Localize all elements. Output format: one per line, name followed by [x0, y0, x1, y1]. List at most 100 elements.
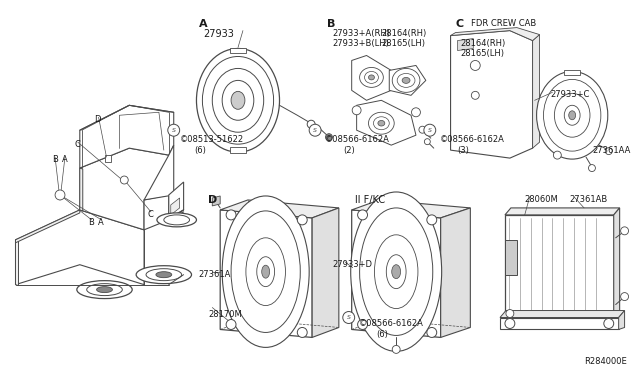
Ellipse shape	[397, 73, 415, 87]
Ellipse shape	[77, 280, 132, 299]
Text: (2): (2)	[343, 146, 355, 155]
Ellipse shape	[392, 68, 420, 92]
Circle shape	[168, 124, 180, 136]
Text: S: S	[313, 128, 317, 133]
Text: 28165(LH): 28165(LH)	[381, 39, 426, 48]
Ellipse shape	[378, 121, 385, 126]
Ellipse shape	[360, 67, 383, 87]
Ellipse shape	[554, 93, 590, 137]
Text: A: A	[198, 19, 207, 29]
Polygon shape	[356, 100, 416, 145]
Circle shape	[120, 176, 128, 184]
Circle shape	[419, 126, 426, 133]
Polygon shape	[505, 215, 614, 320]
Polygon shape	[352, 200, 470, 218]
Ellipse shape	[222, 80, 254, 120]
Ellipse shape	[212, 68, 264, 132]
Ellipse shape	[365, 71, 378, 83]
Ellipse shape	[369, 75, 374, 80]
Text: (6): (6)	[195, 146, 206, 155]
Ellipse shape	[146, 269, 182, 280]
Circle shape	[621, 227, 628, 235]
Circle shape	[392, 346, 400, 353]
Text: A: A	[97, 218, 103, 227]
Text: B: B	[327, 19, 335, 29]
Polygon shape	[564, 70, 580, 76]
Circle shape	[471, 92, 479, 99]
Text: ll F/KC: ll F/KC	[355, 195, 385, 205]
Text: 27933+C: 27933+C	[550, 90, 590, 99]
Circle shape	[470, 61, 480, 70]
Ellipse shape	[351, 192, 442, 352]
Polygon shape	[220, 210, 312, 337]
Text: C: C	[75, 140, 81, 149]
Circle shape	[427, 215, 436, 225]
Ellipse shape	[196, 48, 280, 152]
Text: S: S	[347, 315, 351, 320]
Text: D: D	[209, 195, 218, 205]
Ellipse shape	[392, 265, 401, 279]
Circle shape	[505, 318, 515, 328]
Polygon shape	[505, 240, 517, 275]
Polygon shape	[441, 208, 470, 337]
Circle shape	[326, 134, 332, 141]
Circle shape	[424, 139, 430, 145]
Ellipse shape	[202, 57, 273, 144]
Text: 28164(RH): 28164(RH)	[460, 39, 506, 48]
Circle shape	[309, 124, 321, 136]
Polygon shape	[171, 198, 180, 215]
Circle shape	[589, 164, 595, 171]
Polygon shape	[144, 195, 169, 230]
Ellipse shape	[387, 255, 406, 289]
Ellipse shape	[257, 257, 275, 286]
Polygon shape	[80, 168, 83, 211]
Text: ©08513-51622: ©08513-51622	[180, 135, 244, 144]
Ellipse shape	[374, 235, 418, 308]
Ellipse shape	[97, 286, 113, 293]
Circle shape	[621, 293, 628, 301]
Circle shape	[358, 210, 367, 220]
Text: ©08566-6162A: ©08566-6162A	[440, 135, 504, 144]
Text: B: B	[88, 218, 93, 227]
Polygon shape	[532, 35, 540, 148]
Text: 27933+D: 27933+D	[332, 260, 372, 269]
Text: C: C	[147, 210, 153, 219]
Ellipse shape	[564, 105, 580, 125]
Polygon shape	[80, 105, 173, 168]
Polygon shape	[458, 39, 474, 51]
Polygon shape	[169, 182, 184, 220]
Text: 27933+B(LH): 27933+B(LH)	[332, 39, 388, 48]
Polygon shape	[15, 210, 144, 285]
Polygon shape	[144, 145, 173, 200]
Circle shape	[352, 106, 361, 115]
Polygon shape	[104, 155, 111, 162]
Text: FDR CREW CAB: FDR CREW CAB	[471, 19, 536, 28]
Ellipse shape	[374, 117, 389, 130]
Circle shape	[554, 151, 561, 159]
Ellipse shape	[402, 77, 410, 83]
Polygon shape	[389, 65, 426, 95]
Text: D: D	[95, 115, 101, 124]
Ellipse shape	[536, 71, 608, 159]
Polygon shape	[451, 28, 540, 41]
Circle shape	[604, 318, 614, 328]
Text: 28164(RH): 28164(RH)	[381, 29, 427, 38]
Circle shape	[55, 190, 65, 200]
Polygon shape	[220, 200, 339, 218]
Polygon shape	[500, 318, 619, 330]
Text: 28170M: 28170M	[209, 310, 242, 318]
Ellipse shape	[360, 208, 433, 336]
Ellipse shape	[157, 213, 196, 227]
Ellipse shape	[246, 238, 285, 305]
Polygon shape	[352, 210, 441, 337]
Ellipse shape	[86, 283, 122, 296]
Text: R284000E: R284000E	[584, 357, 627, 366]
Text: 28060M: 28060M	[525, 195, 559, 204]
Text: A: A	[62, 155, 68, 164]
Polygon shape	[212, 196, 220, 206]
Polygon shape	[80, 148, 169, 230]
Polygon shape	[451, 31, 532, 158]
Text: 27933: 27933	[204, 29, 234, 39]
Text: B: B	[52, 155, 58, 164]
Text: 27933+A(RH): 27933+A(RH)	[332, 29, 390, 38]
